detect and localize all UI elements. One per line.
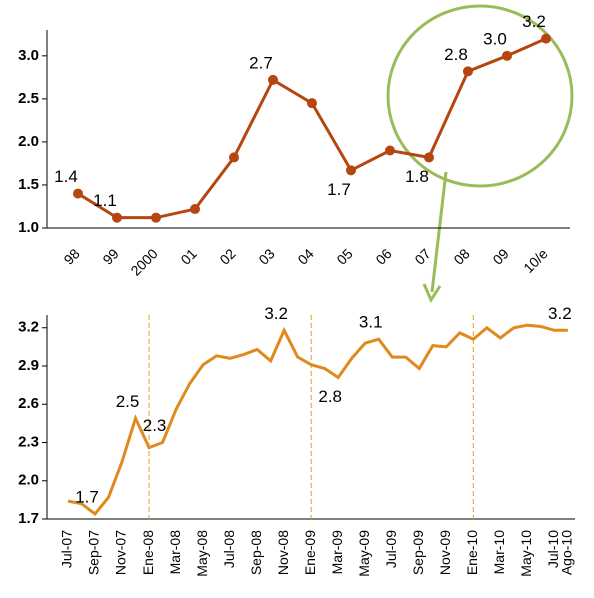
highlight-circle xyxy=(386,4,574,188)
data-point xyxy=(151,212,161,223)
y-tick-label: 3.0 xyxy=(18,47,39,64)
arrow xyxy=(430,171,448,293)
data-label: 2.8 xyxy=(444,45,468,64)
data-line xyxy=(67,323,568,516)
x-tick-label: 10/e xyxy=(520,245,551,276)
x-tick-label: Jul-10 xyxy=(545,530,561,568)
data-point xyxy=(424,152,434,163)
x-tick-label: May-08 xyxy=(194,530,210,577)
x-tick-label: Sep-07 xyxy=(86,530,102,575)
y-tick-label: 1.0 xyxy=(18,219,39,236)
data-point xyxy=(385,145,395,156)
x-tick-label: Ene-08 xyxy=(140,530,156,575)
data-label: 3.2 xyxy=(548,304,572,323)
data-point xyxy=(307,98,317,109)
x-tick-label: May-10 xyxy=(518,530,534,577)
x-tick-label: 07 xyxy=(411,245,433,267)
x-tick-label: 03 xyxy=(255,245,277,267)
x-tick-label: Mar-09 xyxy=(329,530,345,575)
x-tick-label: 06 xyxy=(372,245,394,267)
data-point xyxy=(229,152,239,163)
data-point xyxy=(268,74,278,85)
x-tick-label: Mar-08 xyxy=(167,530,183,575)
data-point xyxy=(541,33,551,44)
data-label: 2.7 xyxy=(249,53,273,72)
x-tick-label: 02 xyxy=(216,245,238,267)
x-tick-label: 99 xyxy=(99,245,121,267)
data-label: 2.8 xyxy=(318,387,342,406)
data-point xyxy=(190,204,200,215)
y-tick-label: 1.7 xyxy=(18,510,39,527)
y-tick-label: 2.0 xyxy=(18,472,39,489)
x-tick-label: 08 xyxy=(450,245,472,267)
data-label: 3.2 xyxy=(264,304,288,323)
x-tick-label: Jul-07 xyxy=(59,530,75,568)
data-point xyxy=(502,50,512,61)
x-tick-label: 04 xyxy=(294,245,316,267)
x-tick-label: Ene-10 xyxy=(464,530,480,575)
data-point xyxy=(346,165,356,176)
data-line xyxy=(77,37,547,220)
x-tick-label: May-09 xyxy=(356,530,372,577)
y-tick-label: 2.5 xyxy=(18,90,39,107)
data-point xyxy=(73,188,83,199)
x-tick-label: Sep-08 xyxy=(248,530,264,575)
y-tick-label: 2.3 xyxy=(18,433,39,450)
x-tick-label: Nov-07 xyxy=(113,530,129,575)
data-label: 2.5 xyxy=(116,392,140,411)
x-tick-label: 09 xyxy=(489,245,511,267)
data-label: 3.2 xyxy=(522,12,546,31)
x-tick-label: Sep-09 xyxy=(410,530,426,575)
x-tick-label: Jul-08 xyxy=(221,530,237,568)
x-tick-label: Ene-09 xyxy=(302,530,318,575)
x-tick-label: 01 xyxy=(177,245,199,267)
x-tick-label: Ago-10 xyxy=(559,530,575,575)
x-tick-label: Nov-09 xyxy=(437,530,453,575)
x-tick-label: Jul-09 xyxy=(383,530,399,568)
x-tick-label: 2000 xyxy=(127,245,160,278)
data-label: 3.0 xyxy=(483,29,507,48)
data-label: 1.7 xyxy=(327,180,351,199)
y-tick-label: 2.6 xyxy=(18,395,39,412)
data-point xyxy=(112,212,122,223)
x-tick-label: 05 xyxy=(333,245,355,267)
arrow-head xyxy=(422,283,442,304)
data-label: 2.3 xyxy=(143,416,167,435)
x-tick-label: Nov-08 xyxy=(275,530,291,575)
y-tick-label: 2.9 xyxy=(18,357,39,374)
data-label: 1.1 xyxy=(93,191,117,210)
data-point xyxy=(463,66,473,77)
x-tick-label: Mar-10 xyxy=(491,530,507,575)
x-tick-label: 98 xyxy=(60,245,82,267)
y-tick-label: 3.2 xyxy=(18,319,39,336)
data-label: 1.4 xyxy=(54,167,78,186)
data-label: 1.7 xyxy=(75,487,99,506)
data-label: 1.8 xyxy=(405,167,429,186)
y-tick-label: 2.0 xyxy=(18,133,39,150)
y-tick-label: 1.5 xyxy=(18,176,39,193)
data-label: 3.1 xyxy=(359,313,383,332)
